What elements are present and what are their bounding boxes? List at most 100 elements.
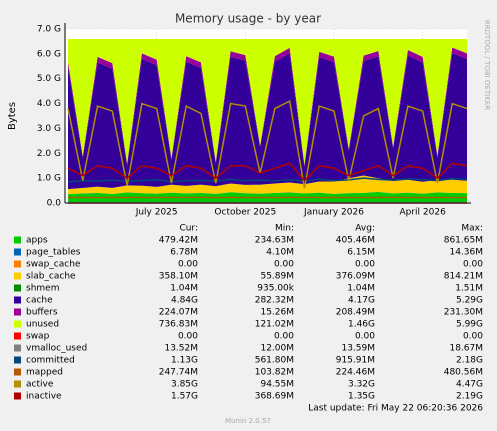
line <box>67 177 468 183</box>
legend-stat: 0.00 <box>355 260 375 270</box>
legend-stat: 4.10M <box>266 248 294 258</box>
legend-stat: 282.32M <box>255 296 294 306</box>
legend-stat: 1.04M <box>170 284 198 294</box>
legend-stat: 2.18G <box>456 356 483 366</box>
legend-stat: 4.84G <box>171 296 198 306</box>
legend-label: inactive <box>26 392 62 402</box>
legend-swatch <box>14 368 21 376</box>
legend-swatch <box>14 236 21 244</box>
legend-swatch <box>14 344 21 352</box>
legend-label: shmem <box>26 284 59 294</box>
y-tick-label: 4.0 G <box>37 99 61 109</box>
legend-stat: 368.69M <box>255 392 294 402</box>
legend-stat: 15.26M <box>260 308 294 318</box>
side-text: RRDTOOL / TOBI OETIKER <box>483 20 491 110</box>
legend-label: slab_cache <box>26 272 76 282</box>
legend-stat: 224.46M <box>336 368 375 378</box>
legend-stat: 861.65M <box>444 236 483 246</box>
area <box>68 52 467 190</box>
stat-header: Max: <box>461 224 483 234</box>
legend-stat: 915.91M <box>336 356 375 366</box>
legend-stat: 935.00k <box>257 284 294 294</box>
x-tick-label: October 2025 <box>214 208 276 218</box>
legend-label: page_tables <box>26 248 81 258</box>
legend-swatch <box>14 380 21 388</box>
stat-header: Min: <box>275 224 294 234</box>
legend-stat: 13.59M <box>341 344 375 354</box>
legend-stat: 736.83M <box>159 320 198 330</box>
legend-label: active <box>26 380 54 390</box>
stat-header: Avg: <box>355 224 375 234</box>
legend-stat: 376.09M <box>336 272 375 282</box>
legend-stat: 1.51M <box>455 284 483 294</box>
legend-stat: 55.89M <box>260 272 294 282</box>
legend-stat: 0.00 <box>274 260 294 270</box>
legend-label: swap_cache <box>26 260 81 270</box>
legend-stat: 1.57G <box>171 392 198 402</box>
legend-stat: 234.63M <box>255 236 294 246</box>
legend-label: swap <box>26 332 50 342</box>
legend-stat: 3.32G <box>348 380 375 390</box>
y-tick-label: 2.0 G <box>37 149 61 159</box>
legend-swatch <box>14 320 21 328</box>
legend-stat: 0.00 <box>355 332 375 342</box>
stat-header: Cur: <box>179 224 198 234</box>
footer: Last update: Fri May 22 06:20:36 2026 <box>308 404 483 414</box>
legend-swatch <box>14 284 21 292</box>
line <box>67 162 468 182</box>
legend-stat: 358.10M <box>159 272 198 282</box>
legend-stat: 0.00 <box>274 332 294 342</box>
legend-stat: 0.00 <box>178 332 198 342</box>
line <box>67 99 468 189</box>
legend-stat: 1.46G <box>348 320 375 330</box>
legend-swatch <box>14 392 21 400</box>
area <box>68 175 467 195</box>
legend-swatch <box>14 272 21 280</box>
legend-stat: 0.00 <box>463 332 483 342</box>
legend-stat: 224.07M <box>159 308 198 318</box>
legend-stat: 0.00 <box>463 260 483 270</box>
legend-swatch <box>14 356 21 364</box>
y-tick-label: 7.0 G <box>37 25 61 35</box>
legend-swatch <box>14 248 21 256</box>
legend-stat: 12.00M <box>260 344 294 354</box>
legend-label: committed <box>26 356 75 366</box>
legend-stat: 2.19G <box>456 392 483 402</box>
x-tick-label: July 2025 <box>135 208 178 218</box>
version: Munin 2.0.57 <box>225 417 271 425</box>
y-tick-label: 5.0 G <box>37 74 61 84</box>
legend-stat: 6.15M <box>347 248 375 258</box>
legend-stat: 208.49M <box>336 308 375 318</box>
chart-title: Memory usage - by year <box>175 12 321 26</box>
legend-stat: 4.47G <box>456 380 483 390</box>
legend-swatch <box>14 296 21 304</box>
legend-stat: 18.67M <box>449 344 483 354</box>
legend-stat: 247.74M <box>159 368 198 378</box>
legend-stat: 231.30M <box>444 308 483 318</box>
legend-stat: 0.00 <box>178 260 198 270</box>
legend-label: mapped <box>26 368 63 378</box>
legend-stat: 1.04M <box>347 284 375 294</box>
x-tick-label: January 2026 <box>303 208 364 218</box>
legend-swatch <box>14 260 21 268</box>
legend-stat: 405.46M <box>336 236 375 246</box>
y-tick-label: 1.0 G <box>37 174 61 184</box>
legend-label: buffers <box>26 308 58 318</box>
x-tick-label: April 2026 <box>399 208 446 218</box>
legend-stat: 5.99G <box>456 320 483 330</box>
area <box>68 39 467 165</box>
legend-stat: 561.80M <box>255 356 294 366</box>
legend-stat: 6.78M <box>170 248 198 258</box>
legend-stat: 814.21M <box>444 272 483 282</box>
legend-swatch <box>14 332 21 340</box>
legend-stat: 5.29G <box>456 296 483 306</box>
y-tick-label: 6.0 G <box>37 49 61 59</box>
legend-stat: 94.55M <box>260 380 294 390</box>
legend-stat: 13.52M <box>164 344 198 354</box>
legend-stat: 480.56M <box>444 368 483 378</box>
legend-stat: 1.13G <box>171 356 198 366</box>
legend-label: cache <box>26 296 53 306</box>
legend-label: apps <box>26 236 48 246</box>
legend-label: vmalloc_used <box>26 344 87 354</box>
